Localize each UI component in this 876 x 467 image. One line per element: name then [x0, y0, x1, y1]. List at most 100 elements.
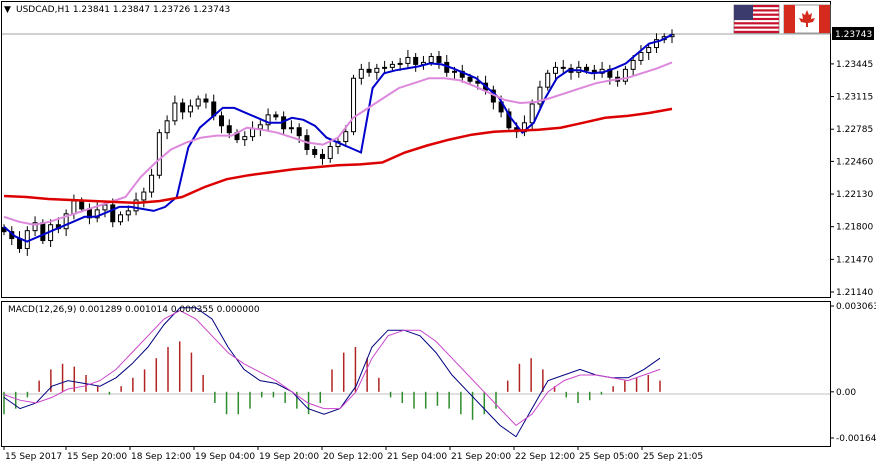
candle-up — [172, 102, 178, 122]
candle-up — [102, 204, 108, 211]
price-tick-label: 1.21140 — [836, 288, 873, 298]
candle-up — [374, 67, 380, 73]
macd-axis: 0.003063 0.00 -0.001648 — [830, 302, 876, 444]
macd-lines — [3, 307, 661, 438]
candle-down — [312, 149, 318, 155]
time-tick-label: 22 Sep 12:00 — [515, 452, 575, 462]
candle-down — [110, 204, 116, 223]
candle-down — [319, 153, 325, 159]
candle-up — [94, 209, 100, 219]
candle-down — [180, 102, 186, 113]
candlestick-series — [1, 29, 675, 256]
candle-up — [537, 86, 543, 105]
symbol-header: USDCAD,H1 1.23841 1.23847 1.23726 1.2374… — [16, 5, 230, 15]
canada-flag-icon — [783, 4, 831, 34]
time-tick-label: 25 Sep 05:00 — [579, 452, 639, 462]
candle-up — [149, 174, 155, 193]
price-tick-label: 1.22785 — [836, 125, 873, 135]
candle-down — [273, 114, 279, 118]
time-tick-label: 20 Sep 12:00 — [323, 452, 383, 462]
candle-up — [529, 103, 535, 124]
candle-up — [452, 70, 458, 73]
candle-up — [133, 199, 139, 212]
dropdown-triangle-icon[interactable]: ▼ — [4, 5, 11, 15]
macd-header: MACD(12,26,9) 0.001289 0.001014 0.000355… — [8, 305, 260, 315]
candle-up — [195, 98, 201, 107]
time-tick-label: 21 Sep 20:00 — [451, 452, 511, 462]
macd-panel-frame — [1, 301, 831, 447]
time-tick-label: 15 Sep 20:00 — [67, 452, 127, 462]
price-tick-label: 1.22460 — [836, 157, 873, 167]
candle-up — [351, 77, 357, 133]
candle-up — [156, 132, 162, 176]
time-tick-label: 21 Sep 04:00 — [387, 452, 447, 462]
candle-up — [141, 191, 147, 201]
time-tick-label: 19 Sep 04:00 — [195, 452, 255, 462]
candle-down — [40, 222, 46, 242]
price-tick-label: 1.21470 — [836, 255, 873, 265]
candle-up — [125, 210, 131, 216]
macd-tick-label: 0.003063 — [836, 302, 876, 312]
candle-up — [389, 63, 395, 68]
mid-ma-line — [3, 61, 673, 226]
candle-up — [118, 214, 124, 223]
candle-down — [366, 68, 372, 73]
us-flag-icon — [733, 4, 780, 34]
candle-up — [405, 56, 411, 64]
price-tick-label: 1.23445 — [836, 60, 873, 70]
moving-average-lines — [3, 33, 673, 243]
macd-histogram — [3, 341, 661, 420]
candle-up — [358, 68, 364, 79]
candle-down — [203, 98, 209, 103]
price-tick-label: 1.21800 — [836, 223, 873, 233]
time-tick-label: 19 Sep 20:00 — [259, 452, 319, 462]
candle-up — [250, 128, 256, 138]
candle-down — [218, 115, 224, 127]
slow-ma-line — [3, 107, 673, 205]
candle-down — [413, 56, 419, 65]
candle-down — [584, 66, 590, 71]
candle-up — [71, 200, 77, 215]
time-tick-label: 25 Sep 21:05 — [643, 452, 703, 462]
candle-up — [265, 114, 271, 126]
candle-up — [32, 222, 38, 232]
candle-up — [257, 124, 263, 130]
candle-up — [397, 62, 403, 65]
price-axis: 1.23445 1.23115 1.22785 1.22460 1.22130 1.218… — [830, 60, 873, 298]
macd-tick-label: -0.001648 — [836, 434, 876, 444]
macd-signal-line — [3, 310, 661, 427]
candle-up — [638, 52, 644, 61]
candle-up — [545, 72, 551, 88]
candle-up — [242, 136, 248, 141]
candle-up — [646, 47, 652, 54]
current-price-label: 1.23743 — [835, 30, 872, 40]
candle-up — [288, 127, 294, 130]
candle-up — [428, 55, 434, 63]
time-tick-label: 15 Sep 2017 — [5, 452, 62, 462]
price-panel-frame — [1, 1, 831, 298]
candle-down — [436, 55, 442, 63]
macd-main-line — [3, 307, 661, 438]
candle-down — [79, 200, 85, 210]
fast-ma-line — [3, 33, 673, 243]
candle-up — [327, 146, 333, 159]
candle-down — [226, 125, 232, 134]
candle-up — [164, 120, 170, 134]
candle-down — [560, 66, 566, 69]
candle-up — [382, 66, 388, 69]
time-tick-label: 18 Sep 12:00 — [131, 452, 191, 462]
current-price-box — [832, 27, 874, 40]
candle-down — [296, 127, 302, 137]
candle-up — [552, 66, 558, 74]
candle-down — [17, 238, 23, 249]
candle-up — [343, 131, 349, 143]
candle-down — [467, 76, 473, 82]
candle-up — [187, 105, 193, 113]
candle-up — [63, 213, 69, 230]
price-tick-label: 1.22130 — [836, 190, 873, 200]
candle-up — [630, 59, 636, 70]
time-axis: 15 Sep 2017 15 Sep 20:00 18 Sep 12:00 19 Se… — [3, 446, 703, 462]
price-tick-label: 1.23115 — [836, 93, 873, 103]
candle-down — [506, 111, 512, 129]
